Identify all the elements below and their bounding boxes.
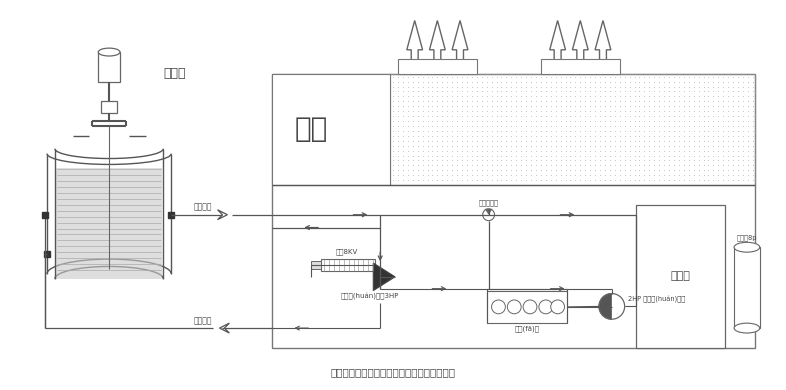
- Bar: [637, 205, 725, 348]
- Text: 媒介出口: 媒介出口: [193, 316, 212, 325]
- Bar: [311, 261, 321, 269]
- Text: 冷油箱: 冷油箱: [671, 271, 691, 281]
- Bar: [734, 247, 760, 328]
- Text: 冷卻氣截閥: 冷卻氣截閥: [479, 200, 498, 206]
- Wedge shape: [599, 294, 612, 319]
- Bar: [321, 259, 375, 271]
- Bar: [272, 74, 755, 348]
- Text: 2HP 內循環(huán)油泵: 2HP 內循環(huán)油泵: [627, 296, 685, 303]
- Circle shape: [523, 300, 537, 314]
- Ellipse shape: [734, 323, 760, 333]
- Text: 電箱: 電箱: [295, 115, 328, 143]
- Bar: [56, 168, 163, 279]
- Text: 蒸發(fā)器: 蒸發(fā)器: [515, 325, 539, 332]
- Polygon shape: [373, 263, 395, 291]
- Circle shape: [491, 300, 505, 314]
- Bar: [390, 74, 755, 185]
- Ellipse shape: [98, 48, 120, 56]
- Circle shape: [599, 294, 625, 319]
- Text: 媒介進口: 媒介進口: [193, 203, 212, 212]
- Text: 攪拌罐: 攪拌罐: [163, 67, 185, 80]
- Circle shape: [507, 300, 521, 314]
- Circle shape: [483, 209, 494, 221]
- Bar: [272, 74, 390, 185]
- Ellipse shape: [734, 242, 760, 252]
- Polygon shape: [485, 209, 493, 215]
- Bar: [541, 59, 619, 74]
- Text: 高壓儲8p: 高壓儲8p: [736, 234, 757, 241]
- Circle shape: [539, 300, 553, 314]
- Text: 外循環(huán)油泵3HP: 外循環(huán)油泵3HP: [341, 293, 399, 300]
- Bar: [487, 291, 567, 323]
- Bar: [98, 52, 120, 82]
- Bar: [398, 59, 477, 74]
- Circle shape: [551, 300, 564, 314]
- Text: 搪瓷攪拌罐風冷式冷熱一體機控溫方案示意圖: 搪瓷攪拌罐風冷式冷熱一體機控溫方案示意圖: [330, 367, 456, 378]
- Text: 加熱8KV: 加熱8KV: [336, 248, 358, 255]
- Bar: [101, 101, 117, 113]
